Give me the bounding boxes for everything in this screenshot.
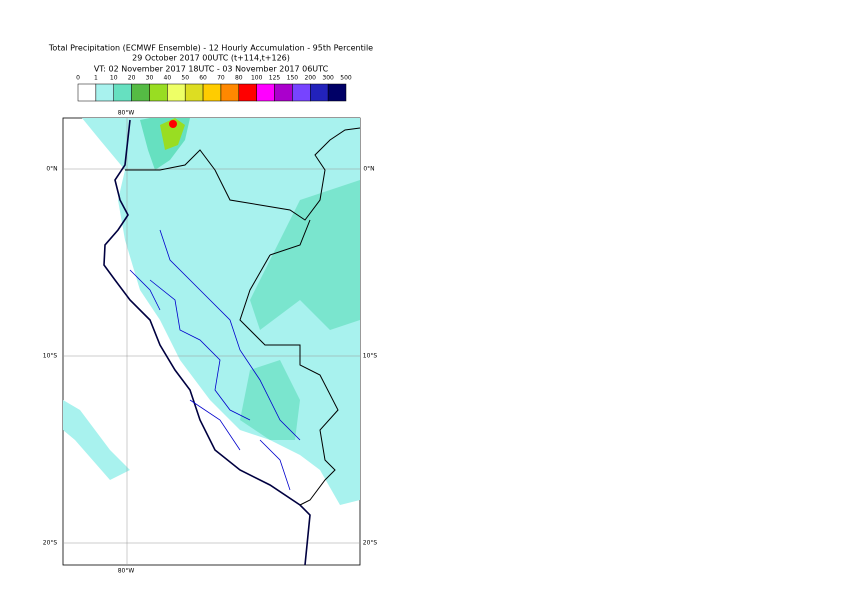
lat-label: 20°S [43,540,58,547]
legend-swatch [292,83,311,102]
map: 80°W 80°W 0°N 0°N 10°S 10°S 20°S 20°S [43,110,378,575]
lat-label: 0°N [363,166,374,173]
legend-label: 300 [322,75,334,82]
legend-swatch [95,83,114,102]
legend-swatch [167,83,186,102]
legend-label: 500 [340,75,352,82]
lat-label: 20°S [363,540,378,547]
legend-swatch [131,83,150,102]
legend-swatch [149,83,168,102]
precip-area [250,180,360,330]
legend-label: 150 [287,75,299,82]
lon-label: 80°W [118,568,135,575]
base-time: 29 October 2017 00UTC (t+114,t+126) [132,54,290,63]
legend-swatch [202,83,222,102]
legend-label: 80 [235,75,243,82]
region-border [129,229,301,491]
legend-label: 0 [76,75,80,82]
legend-swatch [256,83,275,102]
valid-time: VT: 02 November 2017 18UTC - 03 November… [94,65,329,74]
precip-area [160,118,185,150]
legend-label: 10 [110,75,118,82]
legend-swatch [274,83,293,102]
precip-area [63,400,130,480]
legend-label: 70 [217,75,225,82]
lon-label: 80°W [118,110,135,117]
legend-label: 1 [94,75,98,82]
legend-label: 100 [251,75,263,82]
legend-label: 125 [269,75,281,82]
legend: 0 1 10 20 30 40 50 60 70 80 100 125 150 200 300 500 [76,75,352,102]
legend-swatch [184,83,204,102]
lat-label: 10°S [43,353,58,360]
lat-label: 0°N [46,166,57,173]
legend-label: 30 [146,75,154,82]
precip-max [169,120,177,128]
legend-label: 200 [305,75,317,82]
legend-swatch [77,83,97,102]
legend-swatch [238,83,257,102]
coastline [103,119,311,566]
legend-label: 20 [128,75,136,82]
lat-label: 10°S [363,353,378,360]
legend-swatch [327,83,347,102]
legend-swatch [310,83,329,102]
legend-swatch [113,83,132,102]
legend-label: 40 [164,75,172,82]
legend-label: 50 [181,75,189,82]
country-border [125,127,361,506]
title: Total Precipitation (ECMWF Ensemble) - 1… [48,44,373,53]
legend-label: 60 [199,75,207,82]
legend-swatch [220,83,240,102]
